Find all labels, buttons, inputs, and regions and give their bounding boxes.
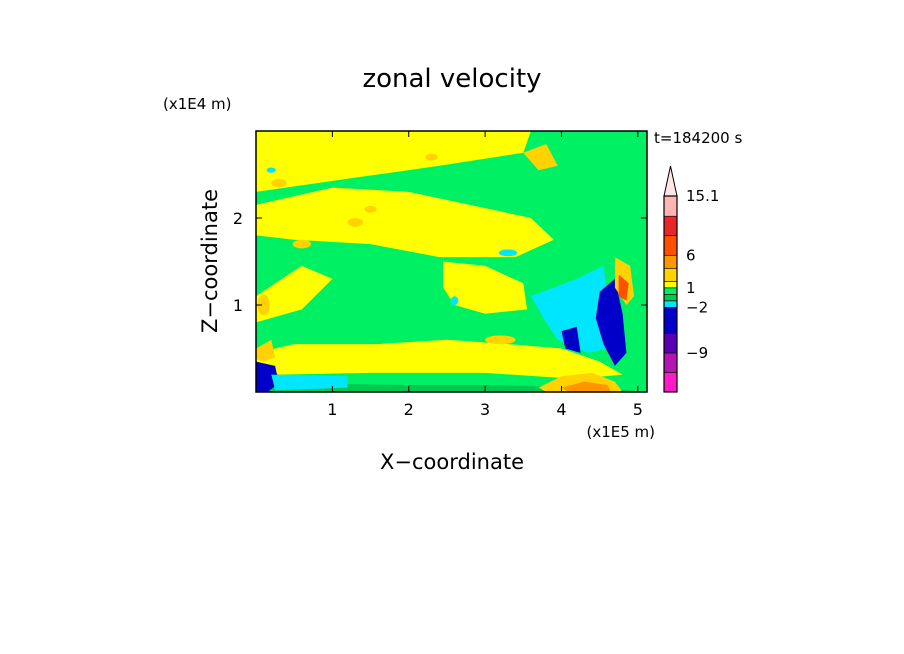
field-region (530, 265, 609, 353)
x-tick-label: 1 (327, 400, 337, 419)
colorbar-tick-label: 15.1 (686, 187, 719, 205)
field-region (256, 131, 531, 192)
x-scale-label: (x1E5 m) (586, 423, 655, 441)
x-tick-label: 2 (404, 400, 414, 419)
field-region (271, 374, 348, 391)
y-scale-label: (x1E4 m) (163, 95, 232, 113)
x-tick-label: 4 (556, 400, 566, 419)
colorbar-segment (663, 352, 678, 373)
field-region (443, 261, 528, 314)
colorbar-extend-arrow (663, 165, 678, 197)
field-blob (266, 167, 276, 173)
x-axis: 1 2 3 4 5 (327, 131, 643, 419)
field-region (595, 278, 627, 366)
y-axis-label: Z−coordinate (198, 189, 222, 333)
y-tick-label: 2 (233, 209, 243, 228)
field-blob (347, 218, 363, 227)
colorbar-tick-label: 6 (686, 246, 696, 264)
y-tick-label: 1 (233, 296, 243, 315)
colorbar-segment (663, 294, 678, 302)
colorbar-segment (663, 195, 678, 217)
field-region (561, 326, 581, 353)
field-region (618, 274, 629, 301)
colorbar-segment (663, 287, 678, 295)
time-label: t=184200 s (654, 129, 742, 147)
colorbar-segment (663, 215, 678, 237)
colorbar-tick-label: −2 (686, 298, 708, 316)
field-blob (292, 239, 311, 249)
field-blob (364, 205, 377, 213)
colorbar-segment (663, 254, 678, 269)
contour-field (256, 131, 647, 392)
field-blob (425, 153, 438, 161)
colorbar-segment (663, 267, 678, 282)
field-region (256, 265, 333, 323)
field-region (256, 339, 623, 379)
plot-frame (255, 130, 648, 393)
field-region (561, 381, 612, 392)
chart-title: zonal velocity (362, 64, 541, 94)
field-blob (485, 335, 516, 345)
colorbar-segment (663, 333, 678, 354)
field-blob (450, 296, 459, 305)
field-region (256, 187, 554, 258)
colorbar-frame (663, 195, 678, 393)
x-tick-label: 3 (480, 400, 490, 419)
colorbar-segment (663, 300, 678, 308)
y-axis: 12 (233, 209, 647, 315)
field-blob (498, 249, 518, 257)
colorbar-tick-label: −9 (686, 344, 708, 362)
colorbar-segment (663, 235, 678, 256)
field-region (256, 339, 276, 362)
field-region (523, 144, 558, 171)
x-axis-label: X−coordinate (380, 450, 524, 474)
colorbar: 15.1 6 1−2 −9 (663, 165, 719, 393)
field-region (256, 361, 279, 392)
colorbar-segment (663, 372, 678, 393)
colorbar-segment (663, 281, 678, 289)
colorbar-tick-label: 1 (686, 279, 696, 297)
field-blob (257, 294, 270, 316)
field-blob (271, 178, 287, 188)
colorbar-segment (663, 307, 678, 334)
x-tick-label: 5 (633, 400, 643, 419)
